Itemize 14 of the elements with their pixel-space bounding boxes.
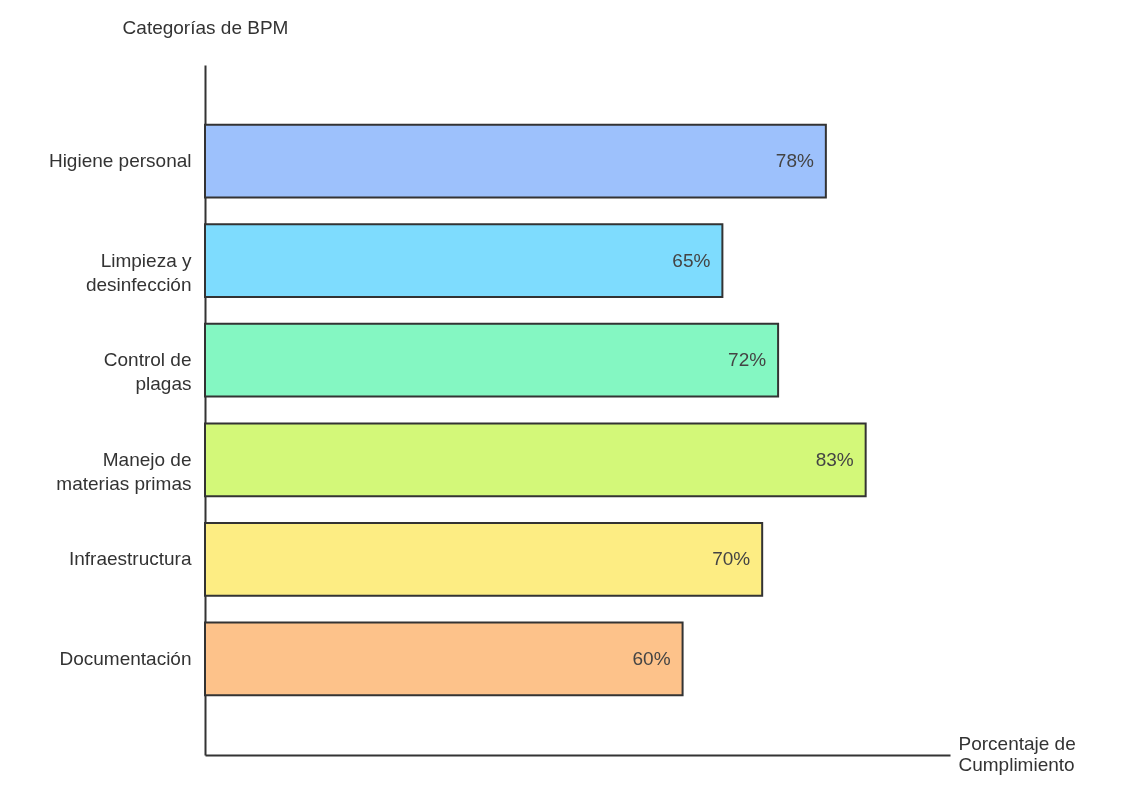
y-tick-label: Control de plagas	[103, 349, 192, 395]
y-tick-label: Documentación	[59, 647, 192, 669]
y-axis-title: Categorías de BPM	[122, 16, 289, 38]
y-tick-label: Higiene personal	[48, 150, 192, 172]
data-label: 83%	[815, 448, 854, 470]
y-tick-label: Limpieza y desinfección	[85, 249, 192, 295]
data-label: 70%	[712, 548, 751, 570]
y-tick-label: Infraestructura	[69, 548, 192, 570]
data-label: 65%	[672, 249, 711, 271]
x-axis-title: Porcentaje de Cumplimiento	[958, 732, 1076, 775]
data-label: 78%	[775, 150, 814, 172]
data-label: 60%	[632, 647, 671, 669]
data-label: 72%	[728, 349, 767, 371]
y-tick-label: Manejo de materias primas	[56, 448, 192, 494]
